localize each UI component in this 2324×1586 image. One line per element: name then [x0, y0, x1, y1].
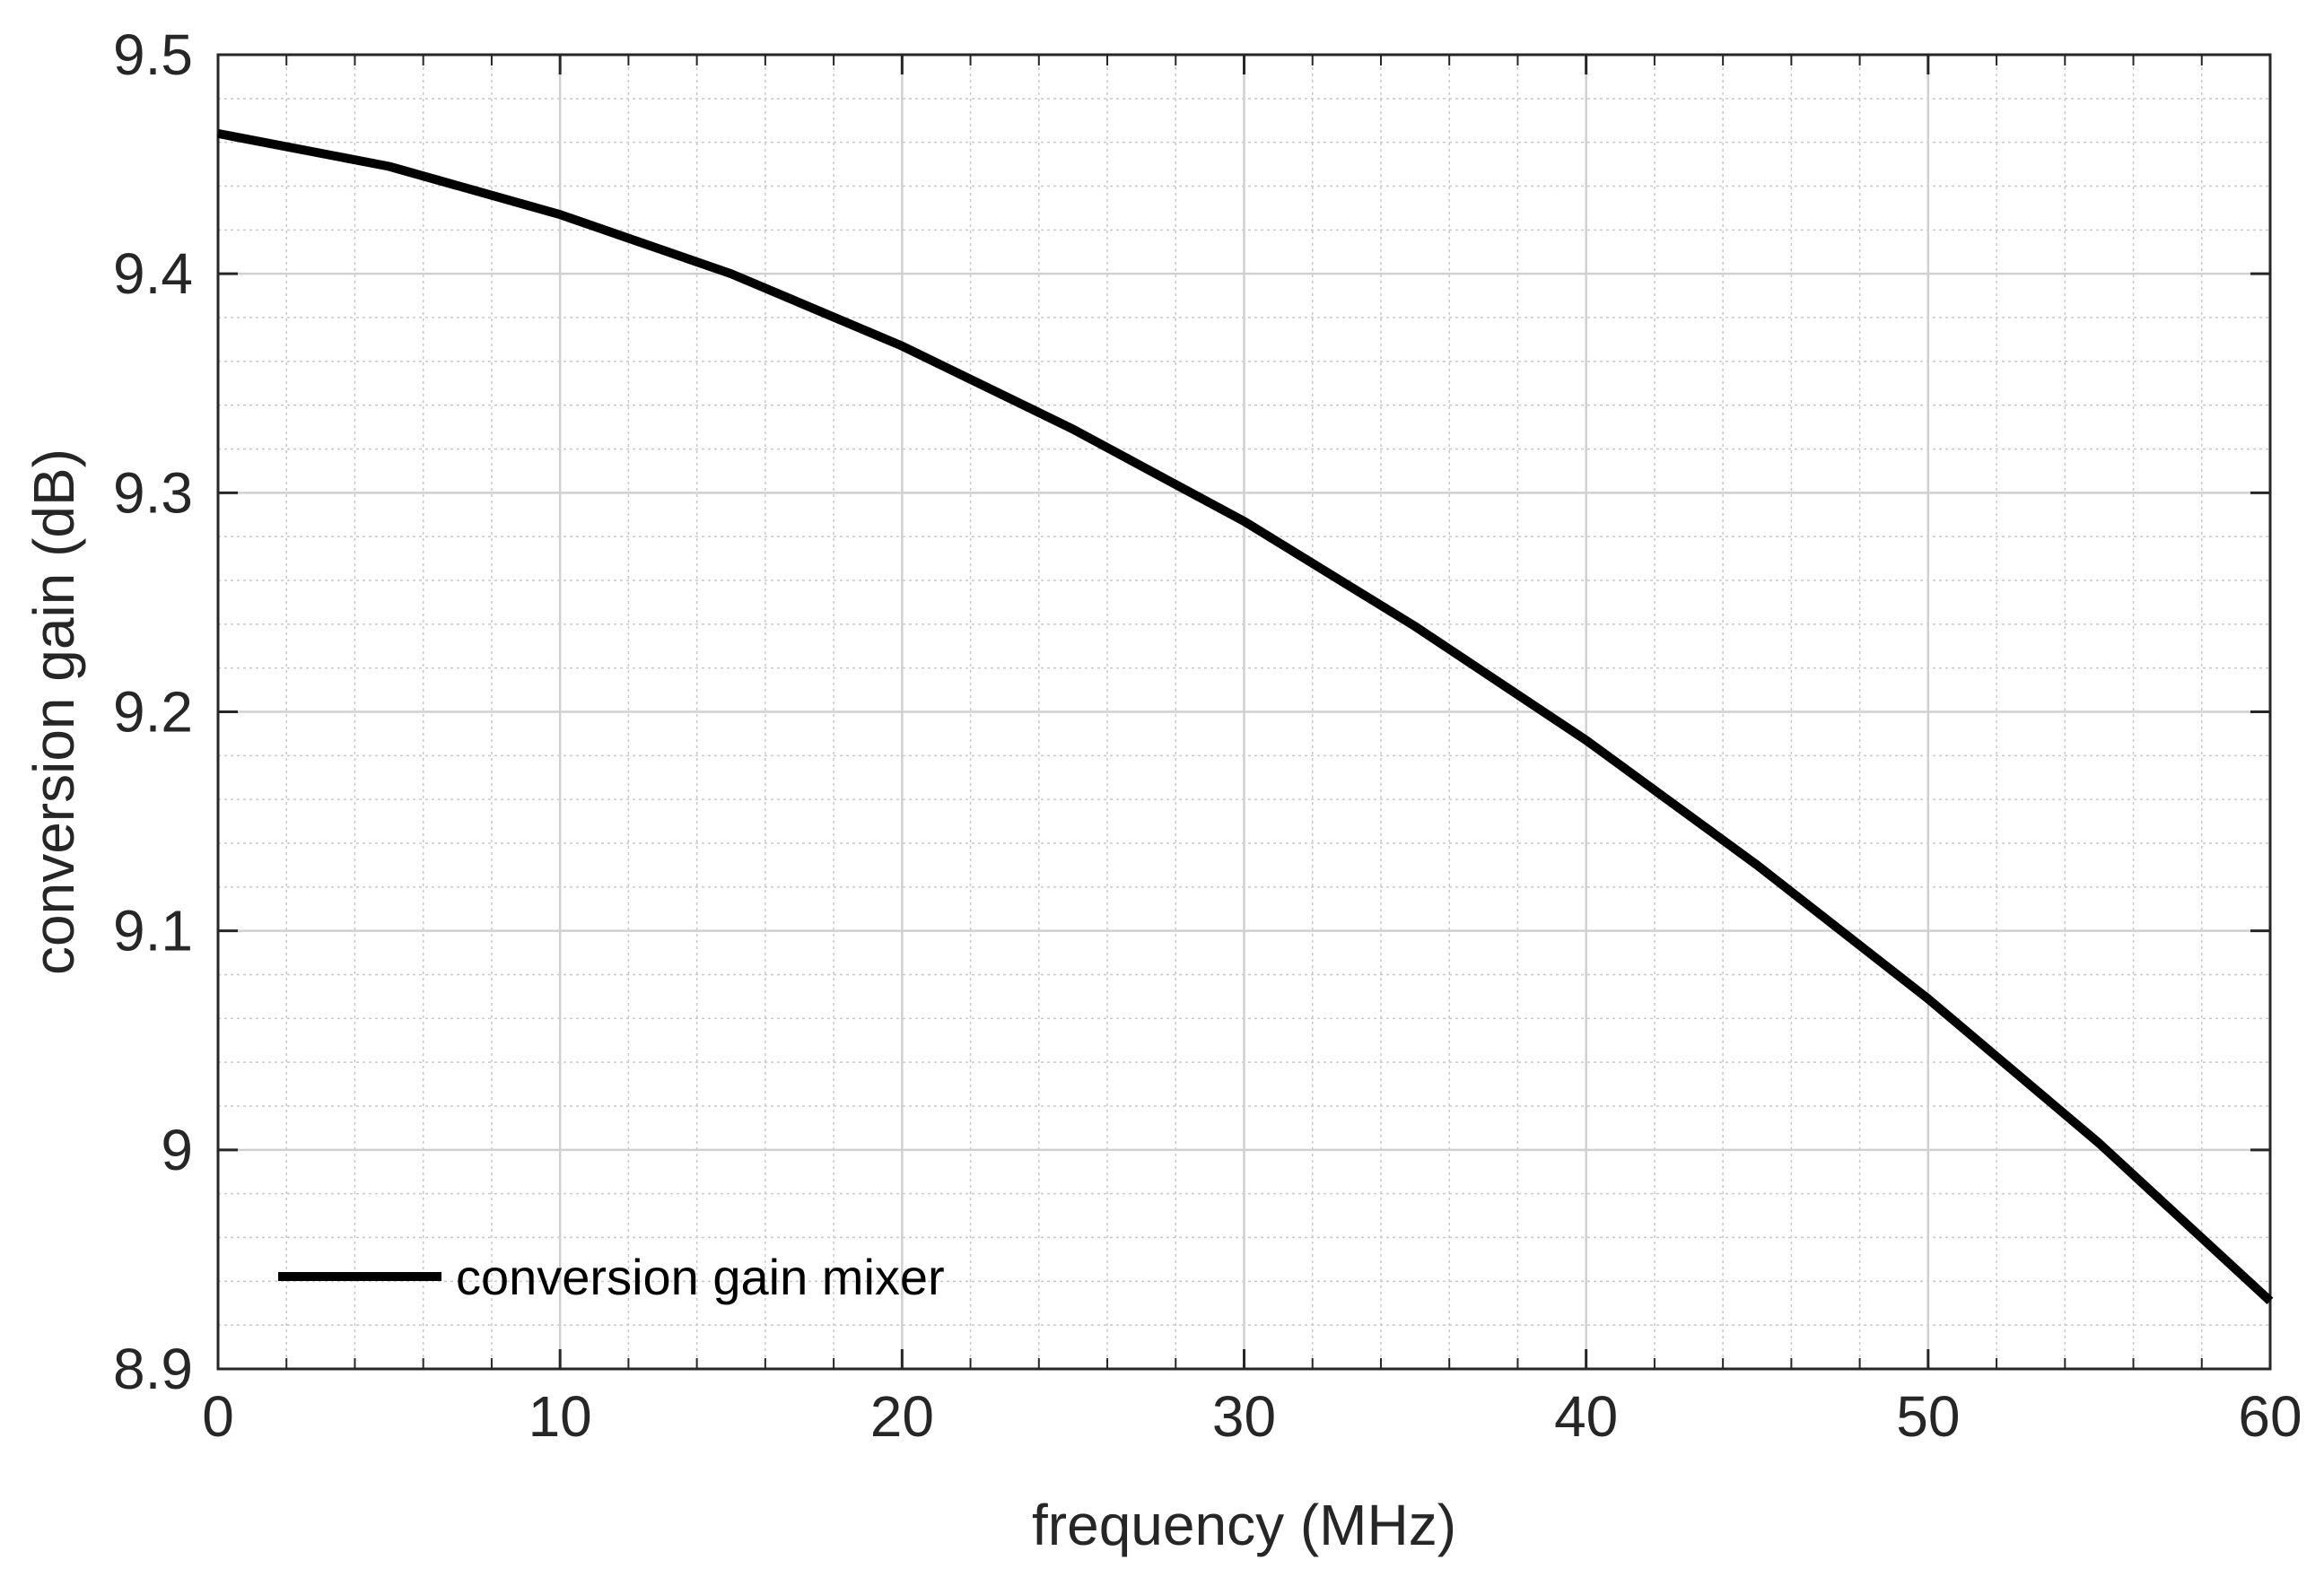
x-tick-label: 40	[1554, 1384, 1618, 1449]
legend-entry-label: conversion gain mixer	[456, 1249, 945, 1305]
x-axis-label: frequency (MHz)	[1032, 1493, 1456, 1557]
x-tick-label: 20	[870, 1384, 934, 1449]
x-tick-label: 10	[529, 1384, 592, 1449]
legend: conversion gain mixer	[278, 1249, 945, 1305]
x-tick-label: 60	[2238, 1384, 2302, 1449]
y-tick-label: 9.4	[113, 241, 193, 306]
y-tick-label: 9.5	[113, 22, 193, 87]
y-tick-label: 8.9	[113, 1337, 193, 1401]
y-tick-label: 9	[161, 1118, 193, 1182]
tick-labels: 0 10 20 30 40 50 60 8.9 9 9.1 9.2 9.3 9.4 9.5	[113, 22, 2302, 1449]
y-tick-label: 9.3	[113, 460, 193, 525]
y-axis-label: conversion gain (dB)	[22, 449, 86, 975]
y-tick-label: 9.1	[113, 899, 193, 963]
x-tick-label: 30	[1212, 1384, 1276, 1449]
axis-ticks	[216, 53, 2272, 1371]
y-tick-label: 9.2	[113, 680, 193, 745]
series-line-conversion-gain-mixer	[217, 128, 2274, 1304]
x-tick-label: 50	[1896, 1384, 1960, 1449]
x-tick-label: 0	[202, 1384, 234, 1449]
